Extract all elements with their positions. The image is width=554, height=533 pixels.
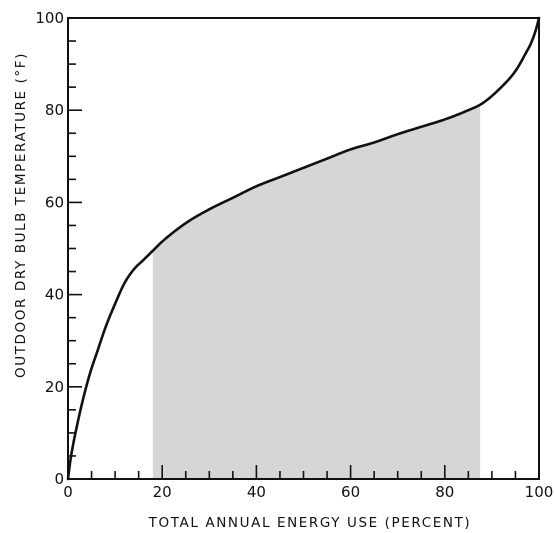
x-tick-label: 20 [153,483,172,501]
y-tick-label: 0 [54,470,64,488]
y-tick-labels: 0 20 40 60 80 100 [35,9,64,488]
x-axis-title: TOTAL ANNUAL ENERGY USE (PERCENT) [148,515,472,531]
curve-layer [66,16,541,481]
x-tick-label: 40 [247,483,266,501]
series-line [66,16,541,481]
y-tick-label: 60 [45,193,64,211]
x-tick-label: 60 [341,483,360,501]
tick-marks [67,17,540,480]
y-tick-label: 100 [35,9,64,27]
shaded-region-layer [152,104,481,479]
y-tick-label: 20 [45,378,64,396]
shaded-region [152,104,481,479]
x-tick-label: 0 [63,483,73,501]
x-tick-label: 80 [435,483,454,501]
x-tick-label: 100 [525,483,554,501]
y-tick-label: 40 [45,286,64,304]
x-tick-labels: 0 20 40 60 80 100 [63,483,553,501]
y-axis-title: OUTDOOR DRY BULB TEMPERATURE (°F) [13,52,29,378]
y-tick-label: 80 [45,101,64,119]
